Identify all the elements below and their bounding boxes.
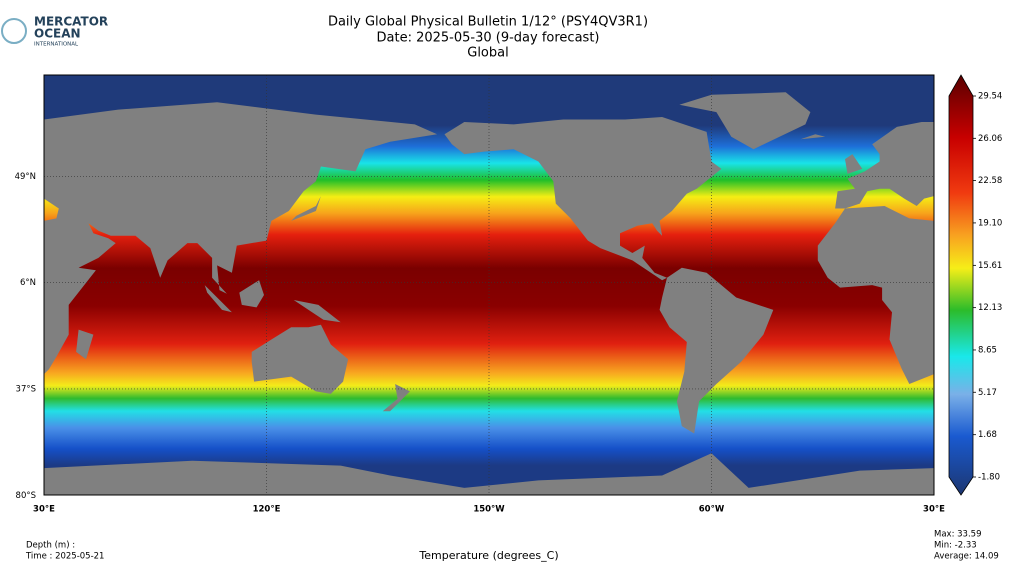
colorbar-tick-label: 15.61 bbox=[978, 261, 1002, 271]
land bbox=[76, 329, 94, 360]
colorbar-tick-label: 29.54 bbox=[978, 92, 1002, 102]
lat-label: 80°S bbox=[16, 491, 36, 501]
colorbar-tick-label: 19.10 bbox=[978, 218, 1002, 228]
stat: Average: 14.09 bbox=[934, 552, 999, 562]
stat: Min: -2.33 bbox=[934, 541, 977, 551]
lon-label: 120°E bbox=[253, 505, 281, 515]
logo: MERCATOR OCEAN INTERNATIONAL bbox=[1, 15, 108, 48]
depth: Depth (m) : bbox=[26, 541, 75, 551]
logo-icon bbox=[1, 18, 27, 44]
land bbox=[659, 267, 774, 434]
lon-label: 150°W bbox=[473, 505, 505, 515]
colorbar: 29.54 26.06 22.58 19.10 15.61 12.13 8.65 5.17 1.… bbox=[948, 74, 1002, 496]
colorbar-tick-label: 22.58 bbox=[978, 176, 1002, 186]
logo-text: INTERNATIONAL bbox=[34, 42, 79, 48]
stat: Max: 33.59 bbox=[934, 530, 981, 540]
lat-label: 6°N bbox=[20, 278, 36, 288]
lon-label: 60°W bbox=[699, 505, 725, 515]
variable-label: Temperature (degrees_C) bbox=[418, 549, 558, 562]
time: Time : 2025-05-21 bbox=[25, 552, 104, 562]
region: Global bbox=[467, 46, 508, 61]
lat-label: 49°N bbox=[15, 172, 36, 182]
colorbar-tick-label: 1.68 bbox=[978, 430, 997, 440]
colorbar-tick-label: 5.17 bbox=[978, 388, 997, 398]
land bbox=[800, 134, 826, 140]
land bbox=[239, 280, 264, 308]
lon-label: 30°E bbox=[923, 505, 945, 515]
land bbox=[291, 196, 321, 221]
land bbox=[679, 92, 811, 150]
colorbar-tick-label: 8.65 bbox=[978, 345, 997, 355]
land bbox=[251, 324, 349, 394]
colorbar-tick-label: 26.06 bbox=[978, 134, 1002, 144]
land bbox=[293, 300, 341, 323]
land bbox=[44, 102, 438, 375]
land bbox=[817, 206, 934, 384]
land bbox=[382, 384, 410, 412]
title: Daily Global Physical Bulletin 1/12° (PS… bbox=[328, 15, 648, 30]
logo-text: OCEAN bbox=[34, 27, 81, 41]
land bbox=[204, 285, 232, 313]
land bbox=[835, 122, 934, 209]
colorbar-tick-label: -1.80 bbox=[978, 473, 1000, 483]
land bbox=[845, 154, 863, 174]
map bbox=[44, 75, 934, 495]
logo-text: MERCATOR bbox=[34, 15, 108, 29]
land bbox=[44, 453, 934, 495]
map-frame bbox=[43, 74, 935, 496]
lon-label: 30°E bbox=[33, 505, 55, 515]
colorbar-bar bbox=[948, 74, 974, 496]
colorbar-tick-label: 12.13 bbox=[978, 303, 1002, 313]
lat-label: 37°S bbox=[16, 384, 36, 394]
date: Date: 2025-05-30 (9-day forecast) bbox=[377, 31, 600, 46]
land bbox=[444, 117, 722, 281]
